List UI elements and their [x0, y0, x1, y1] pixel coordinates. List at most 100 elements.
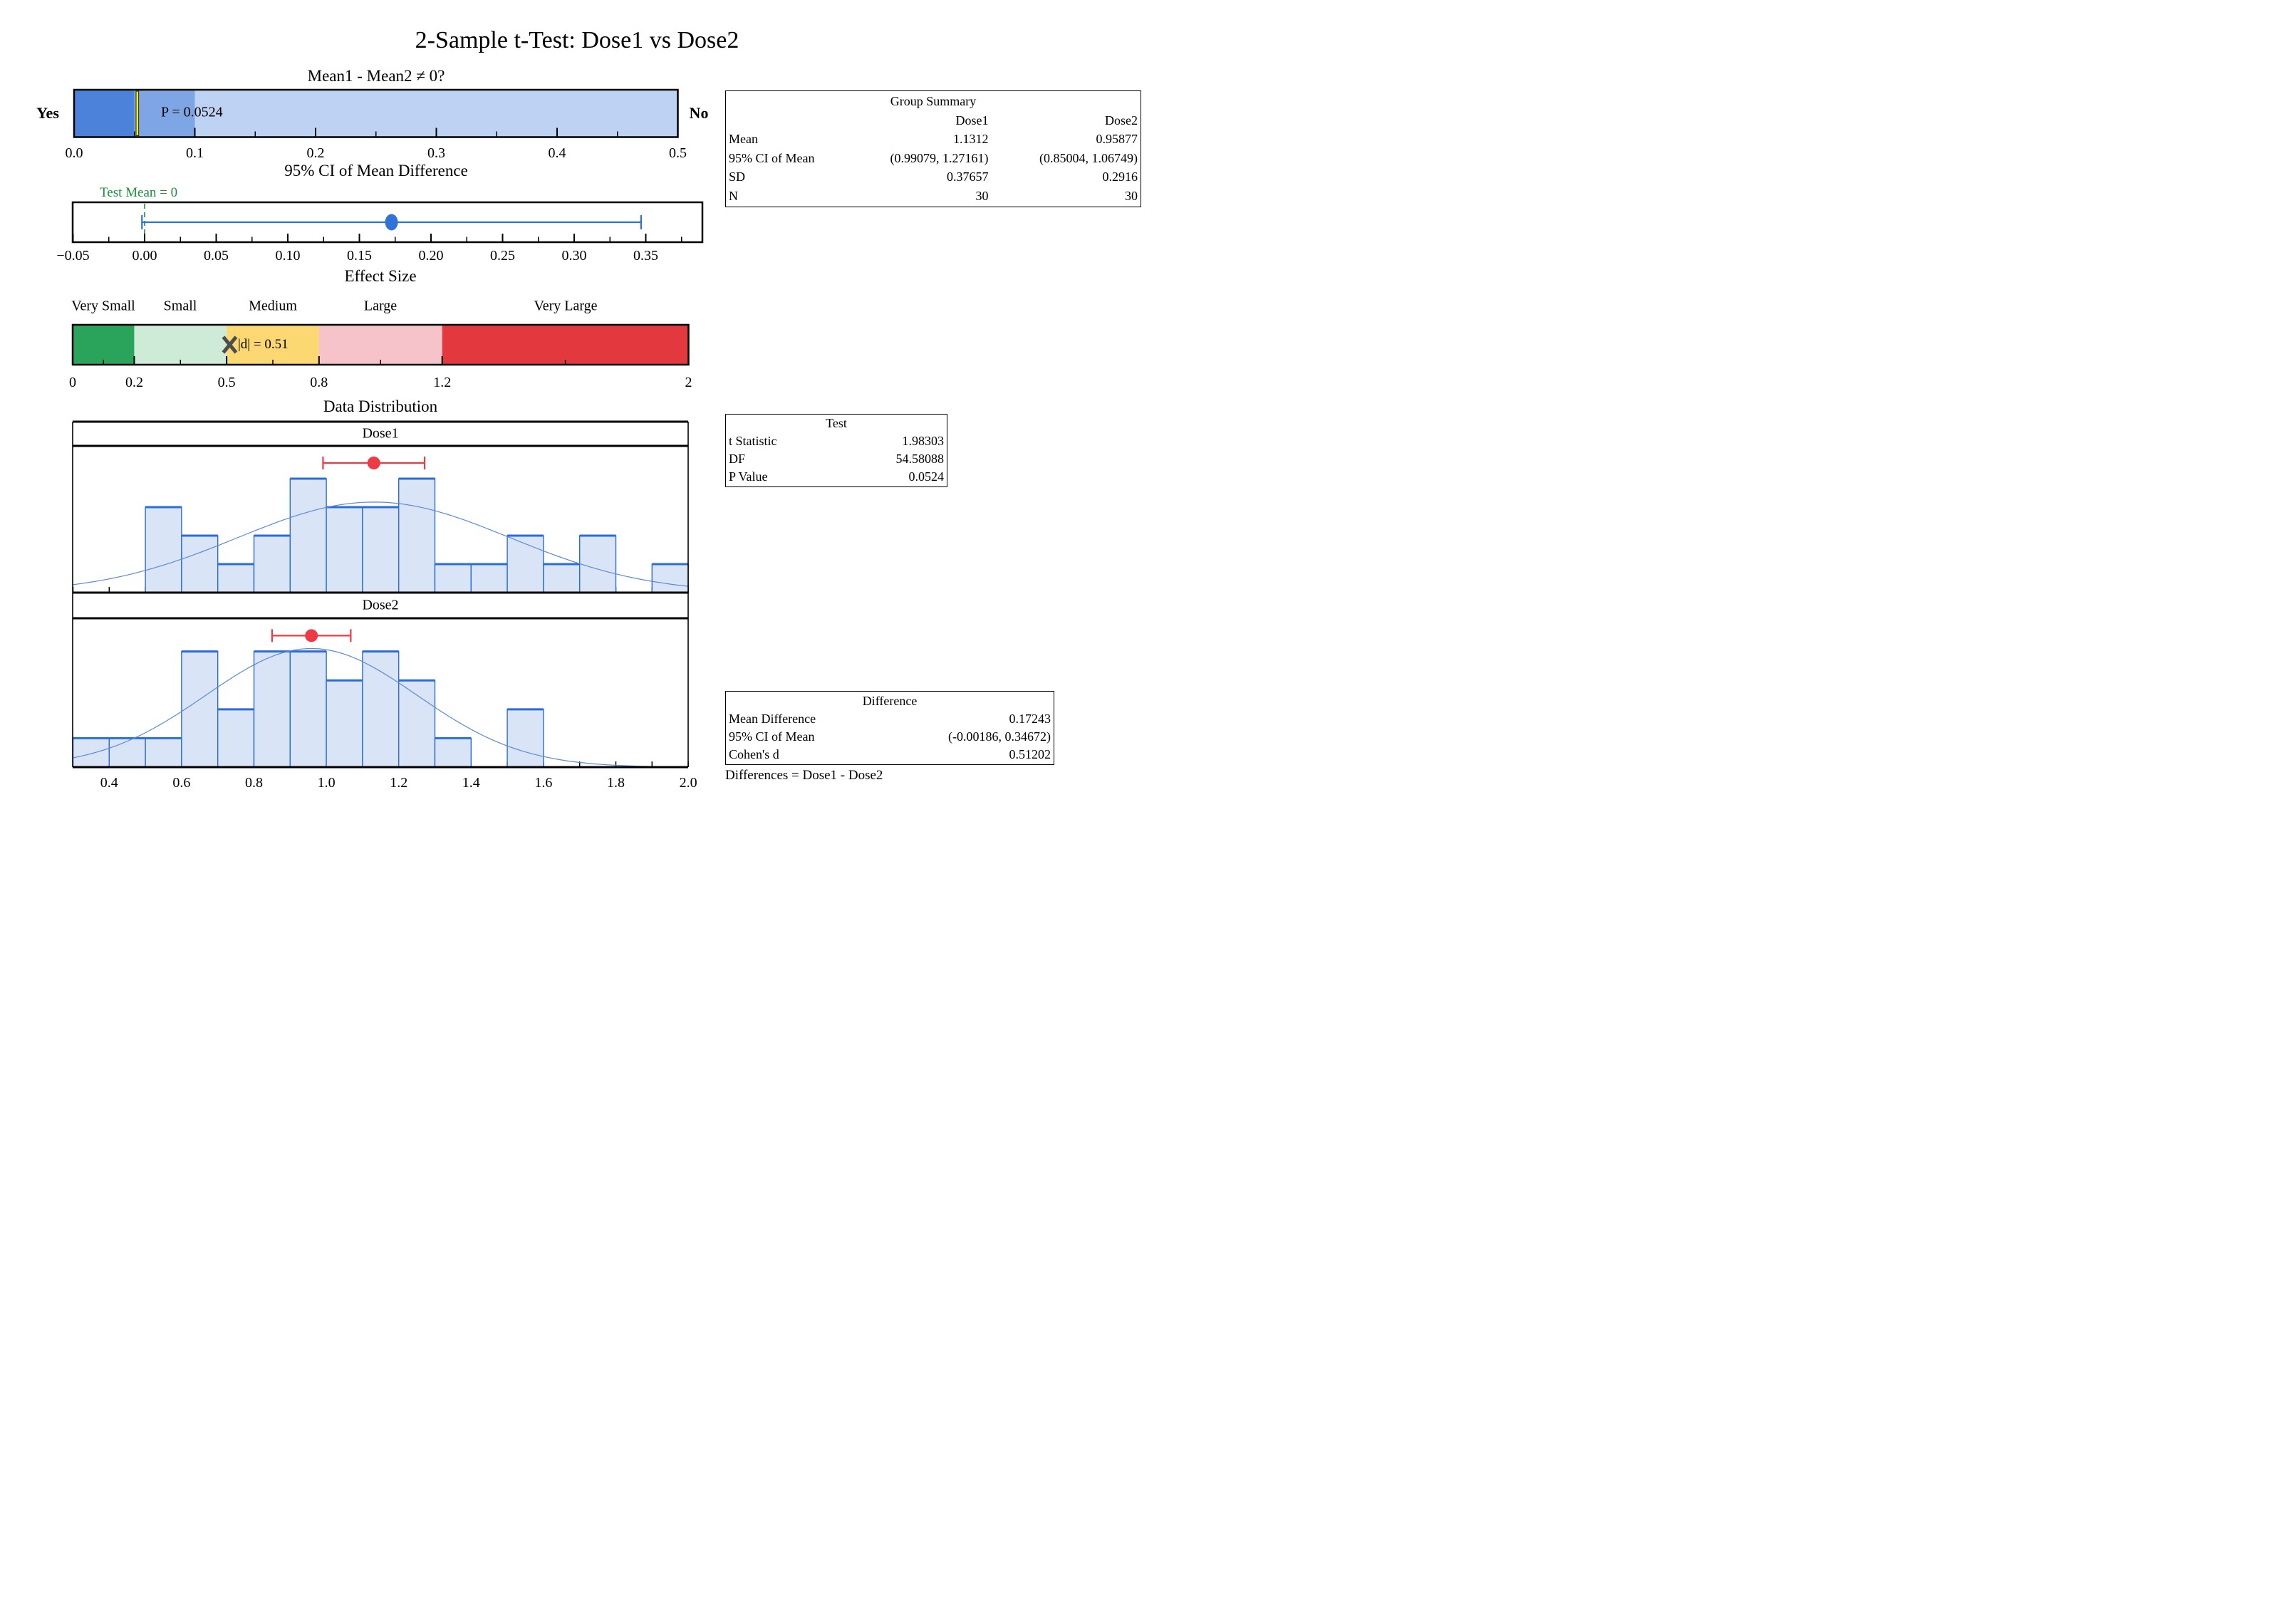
- table-cell: 0.95877: [1096, 132, 1138, 147]
- effect-category-label-very-small: Very Small: [71, 298, 135, 314]
- histogram-axis-label: 1.8: [607, 775, 625, 791]
- ci-tick-label: −0.05: [56, 248, 89, 264]
- table-cell: 0.2916: [1102, 170, 1138, 184]
- histogram-bar: [362, 506, 400, 593]
- effect-tick-label: 0.5: [218, 375, 236, 390]
- table-cell: 1.98303: [902, 434, 945, 448]
- effect-size-segment: [73, 325, 135, 365]
- table-cell: 0.0524: [908, 469, 945, 484]
- histogram-bar: [543, 563, 581, 593]
- ci-tick-label: 0.00: [133, 248, 157, 264]
- histogram-bar: [108, 737, 146, 768]
- table-cell: 30: [1124, 188, 1138, 203]
- effect-category-label-small: Small: [163, 298, 197, 314]
- effect-tick-label: 1.2: [433, 375, 451, 390]
- histogram-bar: [181, 535, 219, 593]
- histogram-bar: [434, 737, 472, 768]
- histogram-axis-label: 0.6: [172, 775, 190, 791]
- effect-category-label-medium: Medium: [249, 298, 297, 314]
- histogram-bar: [326, 506, 363, 593]
- histogram-bar: [651, 563, 689, 593]
- ci-tick-label: 0.20: [419, 248, 444, 264]
- table-cell: (0.85004, 1.06749): [1039, 150, 1138, 165]
- effect-size-segment: [318, 325, 442, 365]
- dose1-panel-label: Dose1: [362, 425, 399, 442]
- ci-title: 95% CI of Mean Difference: [284, 162, 468, 179]
- column-header: Dose2: [1104, 113, 1138, 127]
- effect-category-label-very-large: Very Large: [534, 298, 598, 314]
- row-label: SD: [729, 170, 746, 184]
- no-label: No: [689, 104, 709, 122]
- table-cell: 54.58088: [895, 452, 945, 466]
- ci-mean-dot: [385, 214, 398, 231]
- table-cell: 0.17243: [1009, 712, 1051, 726]
- effect-size-x-marker: [222, 335, 238, 354]
- column-header: Dose1: [955, 113, 989, 127]
- pbar-segment: [134, 90, 195, 137]
- effect-tick-label: 0: [69, 375, 76, 390]
- table-cell: (-0.00186, 0.34672): [948, 729, 1051, 744]
- p-value-marker-line: [135, 90, 140, 136]
- histogram-bar: [217, 563, 255, 593]
- histogram-bar: [470, 563, 508, 593]
- table-cell: 1.1312: [952, 132, 989, 147]
- row-label: Cohen's d: [729, 747, 779, 761]
- pbar-tick-label: 0.4: [549, 145, 566, 161]
- p-value-label: P = 0.0524: [161, 104, 223, 120]
- histogram-bar: [362, 650, 400, 768]
- histogram-bar: [326, 680, 363, 768]
- histogram-bar: [253, 650, 291, 768]
- histogram-axis-label: 0.8: [245, 775, 263, 791]
- histogram-axis-label: 1.4: [462, 775, 480, 791]
- row-label: Mean Difference: [729, 712, 816, 726]
- normal-curve: [73, 647, 689, 768]
- histogram-bar: [398, 478, 436, 593]
- histogram-bar: [253, 535, 291, 593]
- table-title: Difference: [862, 693, 918, 708]
- effect-tick-label: 2: [685, 375, 692, 390]
- plot-canvas: 0.0 0.1 0.2 0.3 0.4 0.5 −0.05 0.00 0.05 0.10 0.15 0…: [56, 88, 704, 791]
- histogram-bar: [506, 709, 544, 768]
- pbar-segment: [74, 90, 135, 137]
- ci-tick-label: 0.10: [276, 248, 301, 264]
- histogram-bar: [145, 737, 182, 768]
- difference-table: Difference Mean Difference 0.17243 95% C…: [725, 691, 1054, 765]
- histogram-axis-label: 1.0: [318, 775, 336, 791]
- yes-label: Yes: [36, 104, 59, 122]
- effect-tick-label: 0.2: [125, 375, 143, 390]
- row-label: P Value: [729, 469, 768, 484]
- pbar-title: Mean1 - Mean2 ≠ 0?: [307, 67, 445, 85]
- effect-size-segment: [134, 325, 227, 365]
- ci-tick-label: 0.05: [204, 248, 229, 264]
- group-summary-table: Group Summary Dose1 Dose2 Mean 1.1312 0.…: [725, 90, 1141, 207]
- normal-curve: [73, 501, 689, 587]
- ci-tick-label: 0.30: [562, 248, 587, 264]
- row-label: DF: [729, 452, 746, 466]
- row-label: 95% CI of Mean: [729, 150, 815, 165]
- ci-tick-label: 0.35: [633, 248, 658, 264]
- histogram-bar: [217, 709, 255, 768]
- row-label: t Statistic: [729, 434, 777, 448]
- pbar-tick-label: 0.3: [427, 145, 445, 161]
- effect-category-label-large: Large: [363, 298, 398, 314]
- mean-dot: [305, 629, 318, 642]
- t-test-report-page: 0.0 0.1 0.2 0.3 0.4 0.5 −0.05 0.00 0.05 0.10 0.15 0…: [0, 0, 1146, 812]
- histogram-bar: [434, 563, 472, 593]
- mean-dot: [367, 457, 380, 469]
- histogram-bar: [579, 535, 617, 593]
- table-title: Test: [826, 416, 847, 430]
- histogram-bar: [289, 478, 327, 593]
- distribution-title: Data Distribution: [323, 397, 438, 415]
- test-table: Test t Statistic 1.98303 DF 54.58088 P V…: [725, 414, 947, 487]
- histogram-axis-label: 1.6: [534, 775, 552, 791]
- histogram-bar: [398, 680, 436, 768]
- pbar-tick-label: 0.0: [66, 145, 83, 161]
- ci-tick-label: 0.15: [347, 248, 372, 264]
- effect-size-segment: [442, 325, 689, 365]
- table-cell: 0.51202: [1009, 747, 1051, 761]
- histogram-bar: [289, 650, 327, 768]
- dose2-panel-label: Dose2: [362, 597, 399, 613]
- page-title: 2-Sample t-Test: Dose1 vs Dose2: [415, 27, 739, 53]
- difference-footnote: Differences = Dose1 - Dose2: [725, 768, 883, 783]
- ci-tick-label: 0.25: [490, 248, 515, 264]
